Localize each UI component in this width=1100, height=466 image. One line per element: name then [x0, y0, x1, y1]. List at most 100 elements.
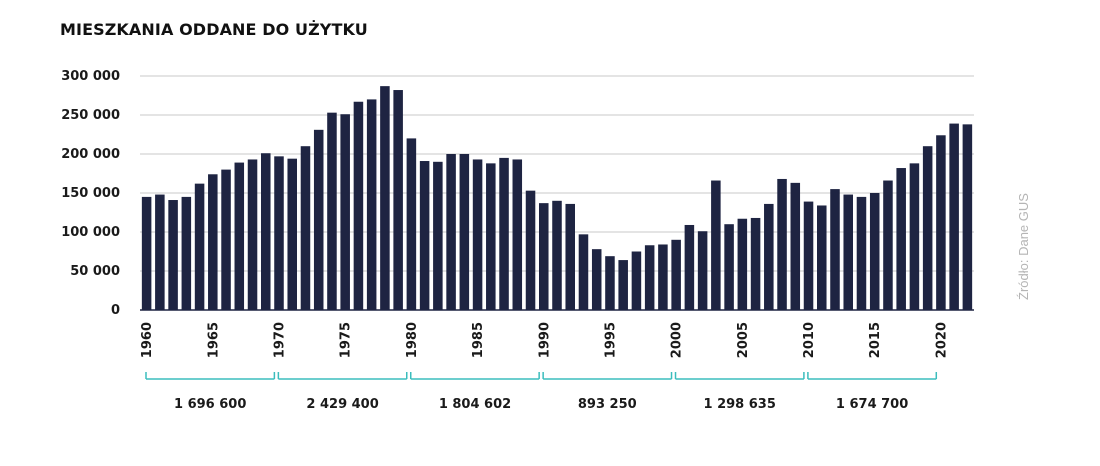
bar	[750, 217, 761, 310]
y-tick-label: 0	[111, 303, 120, 318]
x-tick-label: 2020	[934, 322, 949, 358]
bar	[234, 162, 245, 310]
decade-bracket	[807, 372, 938, 380]
bar	[764, 203, 774, 310]
bar	[790, 182, 801, 310]
x-axis-labels: 1960 1965 1970 1975 1980 1985 1990 1995 2000 2005…	[140, 322, 949, 358]
y-tick-label: 100 000	[61, 225, 120, 240]
x-tick-label: 1980	[405, 322, 420, 358]
bar	[366, 99, 377, 311]
decade-bracket	[542, 372, 673, 380]
bars	[141, 86, 973, 311]
x-tick-label: 1965	[206, 322, 221, 358]
bar	[591, 249, 602, 310]
bar	[181, 196, 192, 310]
bar	[525, 190, 536, 310]
bar	[565, 203, 575, 310]
bar	[499, 157, 509, 310]
bar	[777, 178, 787, 310]
bar	[313, 129, 324, 310]
decade-totals: 1 696 600 2 429 400 1 804 602 893 250 1 298 …	[174, 397, 908, 412]
bar	[856, 196, 867, 310]
x-tick-label: 2010	[802, 322, 817, 358]
bar	[274, 156, 284, 310]
bar	[327, 112, 337, 310]
bar	[194, 183, 205, 310]
source-note: Źródło: Dane GUS	[1016, 193, 1031, 300]
bar	[830, 189, 840, 310]
bar	[340, 114, 350, 310]
y-tick-label: 150 000	[61, 186, 120, 201]
bar	[658, 244, 668, 310]
bar	[605, 256, 615, 310]
bar	[803, 201, 814, 310]
decade-bracket	[145, 372, 276, 380]
bar	[671, 239, 681, 310]
x-tick-label: 1970	[273, 322, 288, 358]
bar	[419, 161, 430, 310]
bar	[618, 260, 628, 310]
decade-brackets	[145, 372, 938, 380]
y-tick-label: 250 000	[61, 108, 120, 123]
x-tick-label: 2000	[670, 322, 685, 358]
decade-total: 1 298 635	[704, 397, 776, 412]
bar	[168, 200, 178, 310]
bar	[472, 159, 483, 310]
bar	[539, 203, 549, 310]
bar	[446, 154, 456, 310]
x-tick-label: 1985	[471, 322, 486, 358]
bar	[459, 154, 470, 310]
bar	[208, 174, 218, 310]
bar	[697, 231, 708, 310]
y-tick-label: 300 000	[61, 69, 120, 84]
bar	[896, 168, 906, 310]
bar	[433, 161, 443, 310]
bar	[261, 153, 271, 310]
decade-bracket	[674, 372, 805, 380]
bar	[711, 180, 721, 310]
bar	[406, 138, 417, 310]
bar	[644, 245, 655, 310]
bar	[936, 135, 946, 310]
x-tick-label: 1995	[604, 322, 619, 358]
x-tick-label: 1960	[140, 322, 155, 358]
x-tick-label: 1990	[537, 322, 552, 358]
decade-bracket	[410, 372, 540, 380]
bar	[141, 196, 152, 310]
decade-bracket	[277, 372, 408, 380]
bar	[922, 146, 933, 310]
y-axis-labels: 0 50 000 100 000 150 000 200 000 250 000 300 0…	[61, 69, 120, 318]
bar	[155, 194, 165, 310]
bar	[724, 224, 734, 310]
bar	[909, 163, 920, 310]
x-tick-label: 2005	[736, 322, 751, 358]
decade-total: 1 804 602	[439, 397, 511, 412]
y-tick-label: 200 000	[61, 147, 120, 162]
bar	[737, 218, 748, 310]
decade-total: 1 696 600	[174, 397, 246, 412]
chart-title: MIESZKANIA ODDANE DO UŻYTKU	[60, 20, 368, 39]
bar	[380, 86, 390, 310]
bar	[300, 146, 311, 310]
x-tick-label: 2015	[868, 322, 883, 358]
bar	[949, 123, 959, 310]
bar	[684, 224, 695, 310]
decade-total: 2 429 400	[306, 397, 378, 412]
bar	[631, 251, 642, 310]
bar	[393, 90, 403, 310]
bar	[486, 163, 496, 310]
bar	[247, 159, 258, 310]
bar	[869, 193, 880, 310]
y-tick-label: 50 000	[70, 264, 120, 279]
decade-total: 1 674 700	[836, 397, 908, 412]
bar	[883, 180, 893, 310]
bar	[843, 194, 853, 310]
bar	[817, 205, 827, 310]
decade-total: 893 250	[578, 397, 637, 412]
bar	[512, 159, 523, 310]
bar	[552, 200, 562, 310]
bar	[353, 101, 364, 311]
bar	[221, 169, 231, 310]
x-tick-label: 1975	[339, 322, 354, 358]
